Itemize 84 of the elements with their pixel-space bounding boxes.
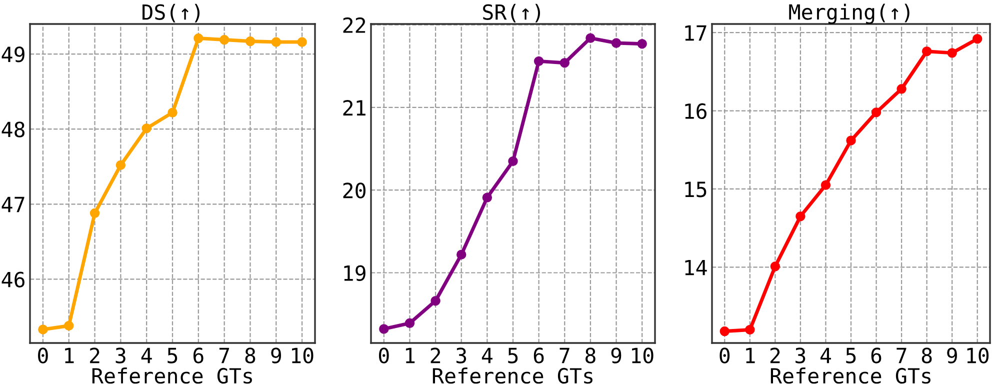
point bbox=[379, 324, 389, 334]
y-tick-label: 14 bbox=[685, 260, 707, 276]
point bbox=[271, 37, 281, 47]
y-tick-label: 48 bbox=[2, 122, 24, 138]
x-tick-label: 7 bbox=[219, 348, 230, 364]
point bbox=[142, 123, 152, 134]
y-tick-label: 20 bbox=[343, 182, 366, 198]
point bbox=[560, 58, 570, 68]
point bbox=[508, 156, 518, 166]
x-tick-label: 6 bbox=[871, 348, 882, 364]
chart-title: Merging(↑) bbox=[789, 4, 910, 24]
x-tick-label: 9 bbox=[271, 348, 281, 364]
x-axis-title: Reference GTs bbox=[92, 368, 252, 384]
y-tick-label: 49 bbox=[2, 46, 24, 62]
point bbox=[820, 180, 831, 190]
x-tick-label: 9 bbox=[611, 348, 622, 364]
x-tick-label: 3 bbox=[456, 348, 466, 364]
point bbox=[770, 262, 780, 272]
x-tick-label: 8 bbox=[922, 348, 932, 364]
x-tick-label: 1 bbox=[406, 348, 415, 364]
point bbox=[922, 46, 932, 56]
x-tick-label: 1 bbox=[65, 348, 74, 364]
point bbox=[871, 107, 882, 118]
y-tick-label: 15 bbox=[685, 182, 706, 198]
point bbox=[430, 296, 440, 306]
point bbox=[116, 160, 126, 170]
point bbox=[456, 250, 466, 260]
point bbox=[846, 136, 856, 146]
point bbox=[745, 324, 755, 335]
x-tick-label: 0 bbox=[720, 348, 730, 364]
y-tick-label: 19 bbox=[344, 265, 366, 282]
point bbox=[720, 326, 730, 336]
x-tick-label: 2 bbox=[770, 348, 780, 364]
x-tick-label: 0 bbox=[378, 348, 389, 364]
x-tick-label: 0 bbox=[38, 348, 48, 364]
x-tick-label: 3 bbox=[116, 348, 126, 364]
x-tick-label: 5 bbox=[168, 348, 178, 364]
x-tick-label: 2 bbox=[430, 348, 440, 364]
x-tick-label: 1 bbox=[746, 348, 755, 364]
point bbox=[38, 324, 48, 334]
x-tick-label: 7 bbox=[896, 348, 906, 364]
chart-title: SR(↑) bbox=[483, 4, 540, 22]
y-tick-label: 16 bbox=[685, 103, 706, 120]
point bbox=[297, 37, 307, 47]
point bbox=[637, 38, 647, 49]
point bbox=[972, 34, 982, 44]
point bbox=[194, 33, 204, 44]
point bbox=[796, 211, 806, 222]
point bbox=[245, 36, 256, 46]
point bbox=[611, 38, 622, 48]
y-tick-label: 17 bbox=[685, 25, 706, 41]
x-tick-label: 4 bbox=[141, 348, 152, 364]
x-axis-title: Reference GTs bbox=[432, 368, 592, 384]
x-tick-label: 10 bbox=[292, 348, 314, 364]
x-tick-label: 5 bbox=[508, 348, 518, 364]
point bbox=[482, 192, 492, 202]
x-tick-label: 6 bbox=[193, 348, 204, 364]
x-tick-label: 4 bbox=[482, 348, 492, 364]
chart-title: DS(↑) bbox=[142, 4, 200, 22]
x-tick-label: 8 bbox=[586, 348, 596, 364]
x-axis-title: Reference GTs bbox=[770, 368, 930, 384]
x-tick-label: 2 bbox=[90, 348, 100, 364]
y-tick-label: 47 bbox=[2, 196, 24, 212]
x-tick-label: 10 bbox=[967, 348, 989, 364]
point bbox=[64, 320, 74, 331]
x-tick-label: 8 bbox=[245, 348, 256, 364]
point bbox=[219, 34, 230, 45]
point bbox=[586, 33, 596, 43]
x-tick-label: 5 bbox=[846, 348, 856, 364]
point bbox=[896, 84, 906, 94]
x-tick-label: 9 bbox=[947, 348, 957, 364]
x-tick-label: 10 bbox=[632, 348, 654, 364]
point bbox=[947, 48, 957, 58]
y-tick-label: 46 bbox=[2, 272, 24, 288]
x-tick-label: 3 bbox=[796, 348, 806, 364]
point bbox=[404, 318, 415, 328]
x-tick-label: 4 bbox=[820, 348, 831, 364]
point bbox=[534, 56, 544, 66]
point bbox=[168, 108, 178, 118]
y-tick-label: 22 bbox=[343, 17, 366, 33]
point bbox=[90, 208, 100, 218]
x-tick-label: 6 bbox=[534, 348, 544, 364]
y-tick-label: 21 bbox=[343, 100, 366, 116]
x-tick-label: 7 bbox=[560, 348, 570, 364]
